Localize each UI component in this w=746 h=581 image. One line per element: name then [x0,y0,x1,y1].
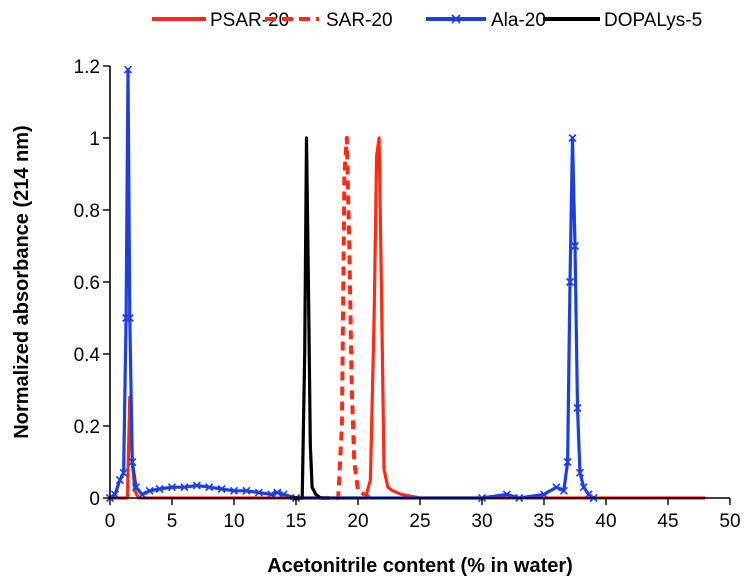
legend-marker [451,14,461,24]
x-tick-label: 45 [657,511,678,532]
series-psar-20 [110,136,706,500]
x-tick-label: 15 [285,511,306,532]
x-tick-label: 25 [409,511,430,532]
data-point-ala-20 [131,483,141,492]
y-axis-title: Normalized absorbance (214 nm) [11,125,33,438]
y-tick-label: 0.6 [74,273,100,294]
data-point-ala-20 [279,490,288,499]
data-point-ala-20 [552,483,561,492]
series-line-sar-20 [320,136,372,500]
data-point-ala-20 [575,468,585,477]
data-point-ala-20 [539,490,549,499]
y-tick-label: 1.2 [74,57,100,78]
data-point-ala-20 [579,483,588,492]
x-tick-label: 0 [105,511,116,532]
data-point-ala-20 [115,475,124,485]
data-point-ala-20 [584,490,593,499]
x-tick-label: 10 [223,511,244,532]
axes: 0 5 10 15 20 25 30 35 40 45 50 0 0.2 0.4 0.6 0.8 1 1.2 [74,57,741,532]
series-layer [105,65,706,503]
x-tick-label: 50 [719,511,740,532]
legend-label: DOPALys-5 [604,10,702,31]
y-tick-label: 0 [89,489,100,510]
data-point-ala-20 [502,490,511,499]
x-tick-label: 5 [167,511,178,532]
y-tick-label: 0.8 [74,201,100,222]
y-tick-label: 0.4 [74,345,101,366]
series-dopalys-5 [289,136,322,500]
data-point-ala-20 [229,486,239,495]
series-line-psar-20 [110,136,706,500]
data-point-ala-20 [254,488,263,497]
data-point-ala-20 [110,490,120,499]
data-point-ala-20 [145,486,154,495]
data-point-ala-20 [559,486,568,495]
legend-item-ala-20: Ala-20 [426,10,546,31]
legend: PSAR-20 SAR-20 Ala-20 DOPALys-5 [152,10,702,31]
data-point-ala-20 [573,403,582,413]
x-tick-label: 30 [471,511,492,532]
y-tick-label: 1 [89,129,100,150]
series-sar-20 [320,136,372,500]
data-point-ala-20 [125,313,134,323]
data-point-ala-20 [205,483,214,492]
y-tick-label: 0.2 [74,417,100,438]
data-point-ala-20 [565,277,575,287]
data-point-ala-20 [563,457,572,467]
series-ala-20 [105,65,598,503]
data-point-ala-20 [119,468,128,477]
data-point-ala-20 [123,65,133,74]
data-point-ala-20 [217,484,226,494]
legend-label: PSAR-20 [210,10,289,31]
data-point-ala-20 [167,483,177,492]
data-point-ala-20 [267,490,276,499]
legend-item-psar-20: PSAR-20 [152,10,289,31]
data-point-ala-20 [570,241,580,251]
legend-label: Ala-20 [491,10,546,31]
x-tick-label: 35 [533,511,554,532]
data-point-ala-20 [568,133,577,143]
x-tick-label: 20 [347,511,368,532]
data-point-ala-20 [128,457,137,467]
data-point-ala-20 [155,484,164,494]
legend-item-dopalys-5: DOPALys-5 [543,10,702,31]
legend-label: SAR-20 [326,10,393,31]
legend-item-sar-20: SAR-20 [265,10,393,31]
series-line-ala-20 [109,67,595,500]
x-tick-label: 40 [595,511,616,532]
data-point-ala-20 [242,486,251,495]
x-axis-title: Acetonitrile content (% in water) [267,555,573,577]
data-point-ala-20 [273,488,282,497]
data-point-ala-20 [192,481,201,490]
data-point-ala-20 [180,483,189,492]
data-point-ala-20 [138,490,147,499]
series-line-dopalys-5 [289,136,322,500]
